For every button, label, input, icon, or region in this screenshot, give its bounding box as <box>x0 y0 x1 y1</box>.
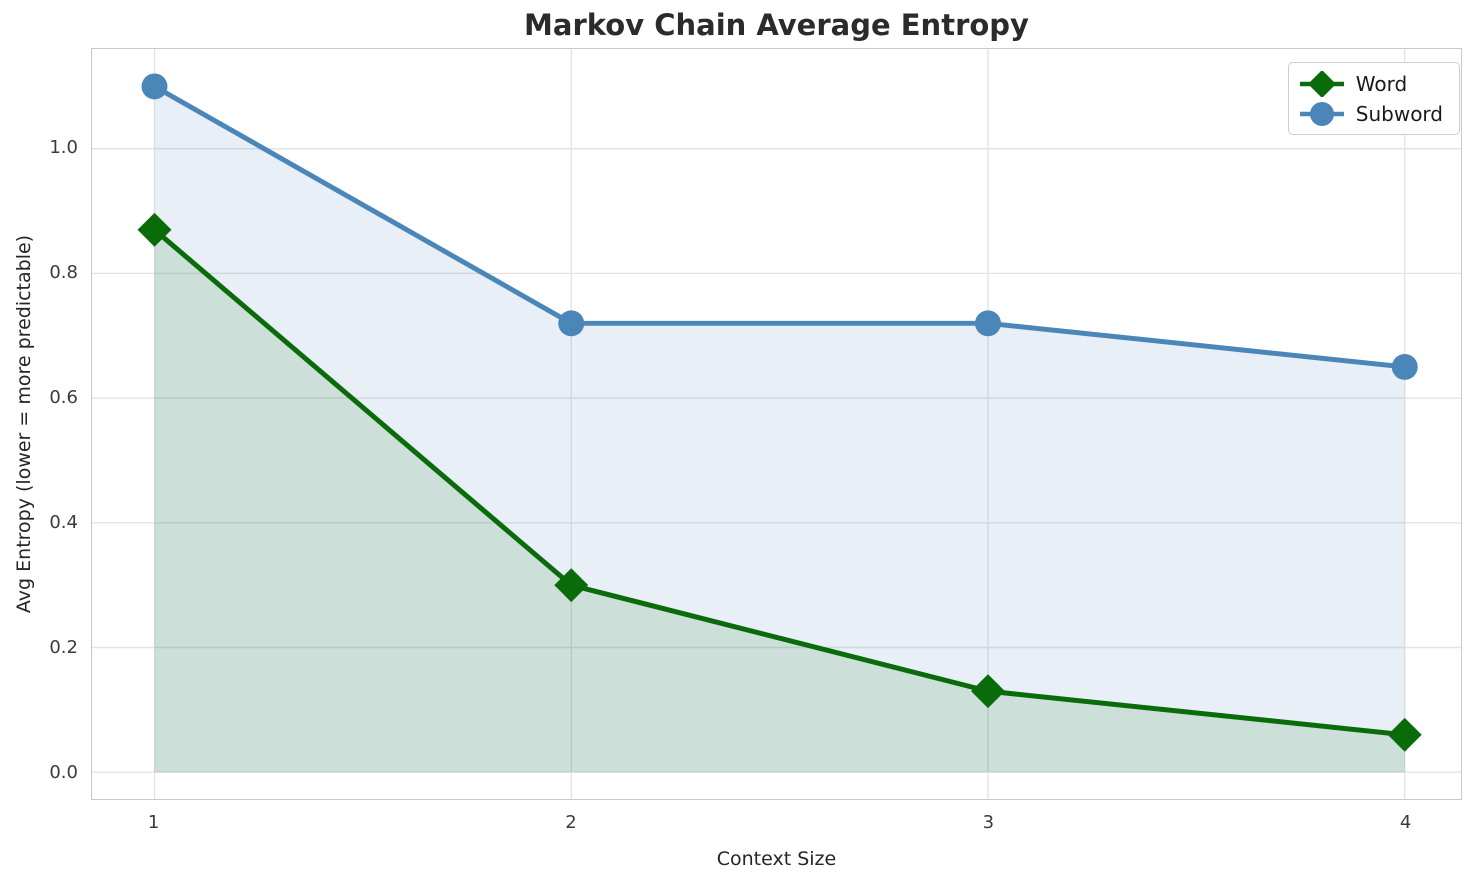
legend-marker-word-icon <box>1299 70 1344 97</box>
plot-area <box>91 48 1462 800</box>
marker-subword-x3 <box>975 310 1001 337</box>
marker-subword-x2 <box>558 310 585 337</box>
marker-word-x2 <box>554 568 589 603</box>
y-tick-label-0.8: 0.8 <box>49 262 78 284</box>
chart-canvas <box>92 49 1461 799</box>
y-axis-label-text: Avg Entropy (lower = more predictable) <box>13 234 36 614</box>
marker-word-x4 <box>1387 717 1422 752</box>
x-tick-label-4: 4 <box>1399 812 1412 833</box>
marker-subword-x4 <box>1391 353 1418 380</box>
marker-word-x1 <box>137 212 172 247</box>
x-axis-label: Context Size <box>716 848 837 870</box>
marker-subword-x1 <box>141 73 168 100</box>
marker-word-x3 <box>971 674 1005 709</box>
y-tick-label-0.2: 0.2 <box>49 637 78 659</box>
y-tick-label-0.4: 0.4 <box>49 512 78 534</box>
series-line-word <box>152 227 1408 738</box>
legend: Word Subword <box>1287 62 1460 135</box>
area-fill-subword <box>154 86 1405 773</box>
area-fill-word <box>154 229 1405 773</box>
series-line-subword <box>152 83 1408 370</box>
legend-item-word: Word <box>1298 70 1443 97</box>
y-tick-label-0.0: 0.0 <box>49 762 78 784</box>
x-tick-label-3: 3 <box>982 812 995 833</box>
y-tick-label-1.0: 1.0 <box>49 137 78 159</box>
x-tick-label-1: 1 <box>147 812 160 833</box>
legend-item-subword: Subword <box>1298 100 1443 127</box>
chart-title: Markov Chain Average Entropy <box>524 8 1029 42</box>
legend-marker-subword-icon <box>1299 101 1344 126</box>
legend-label-word: Word <box>1355 71 1408 96</box>
y-tick-label-0.6: 0.6 <box>49 387 78 409</box>
x-tick-label-2: 2 <box>565 812 577 833</box>
legend-label-subword: Subword <box>1355 101 1443 126</box>
